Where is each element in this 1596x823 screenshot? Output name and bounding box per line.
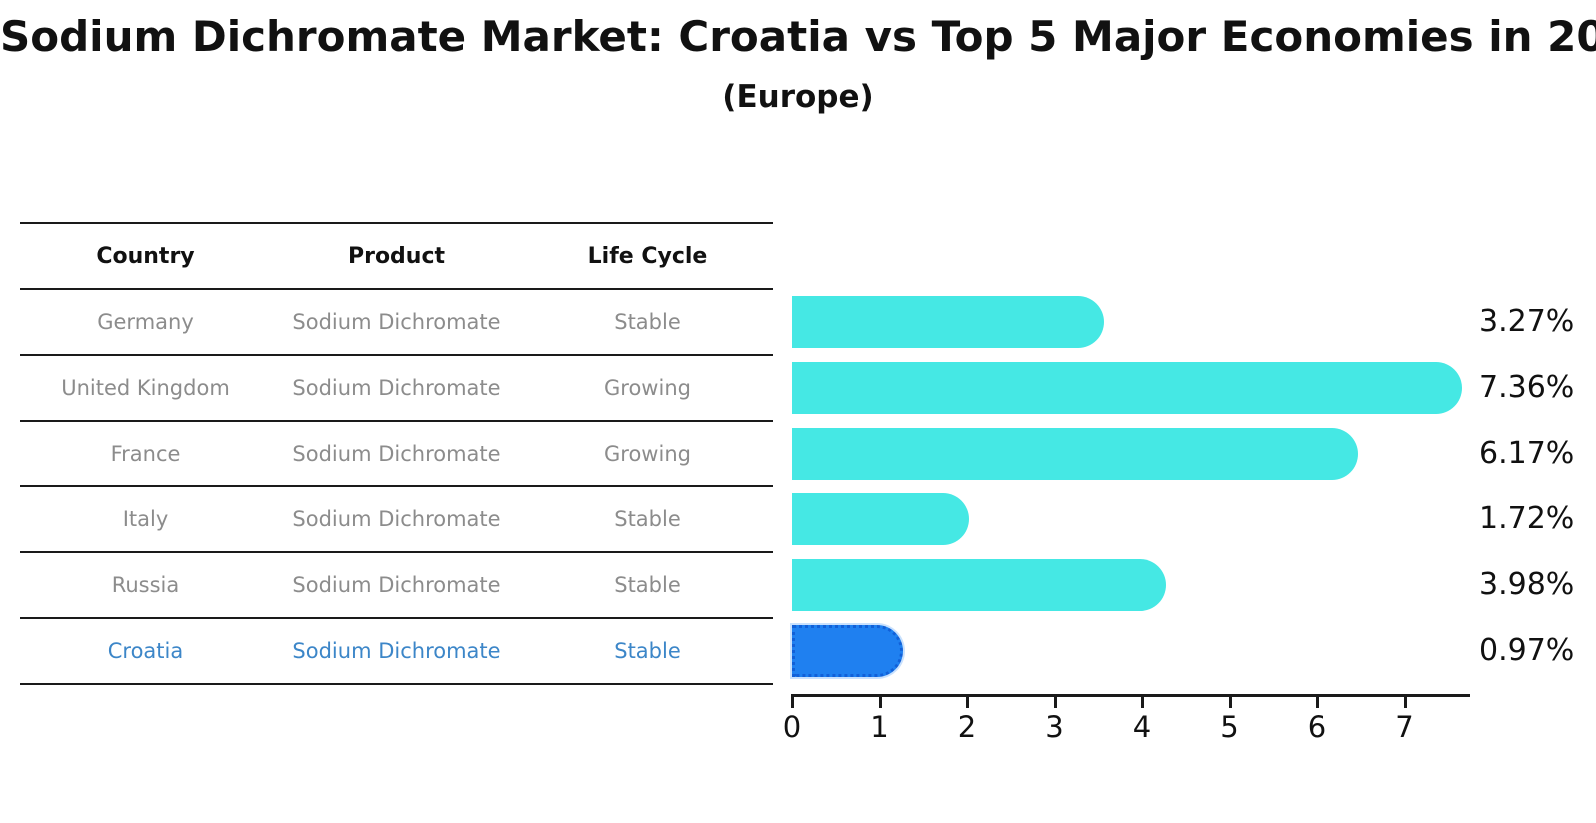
bar-value-label: 3.98% [1479, 567, 1575, 603]
column-header-life-cycle: Life Cycle [587, 243, 708, 269]
x-axis-tick [1403, 697, 1407, 708]
bar-germany [792, 295, 1105, 348]
product-cell: Sodium Dichromate [292, 375, 501, 400]
table-row-rule [20, 353, 773, 356]
x-axis-tick [791, 697, 794, 708]
comparison-table: Country Product Life Cycle Germany Sodium Di… [20, 222, 773, 685]
bar-italy [792, 493, 969, 546]
x-axis-tick-label: 7 [1395, 710, 1414, 744]
product-cell: Sodium Dichromate [292, 639, 501, 664]
x-axis-tick-label: 5 [1220, 710, 1239, 744]
table-top-rule [20, 222, 773, 224]
product-cell: Sodium Dichromate [292, 573, 501, 598]
chart-title: Sodium Dichromate Market: Croatia vs Top… [0, 12, 1596, 61]
x-axis-tick [1228, 697, 1232, 708]
life-cycle-cell: Stable [614, 639, 681, 664]
table-row-rule [20, 682, 773, 685]
bar-united-kingdom [792, 361, 1462, 414]
country-cell: Germany [97, 309, 194, 334]
table-header-rule [20, 288, 773, 290]
table-row-rule [20, 551, 773, 554]
product-cell: Sodium Dichromate [292, 507, 501, 532]
table-row: Germany Sodium Dichromate Stable [20, 289, 773, 355]
table-row-rule [20, 419, 773, 422]
table-row: Italy Sodium Dichromate Stable [20, 486, 773, 552]
table-row: United Kingdom Sodium Dichromate Growing [20, 355, 773, 421]
table-row-rule [20, 485, 773, 488]
table-row-rule [20, 617, 773, 620]
x-axis-tick [878, 697, 882, 708]
table-header-row: Country Product Life Cycle [20, 223, 773, 289]
bar-highlight-croatia [792, 625, 903, 678]
x-axis-tick [1316, 697, 1319, 708]
country-cell: France [110, 441, 181, 466]
bar-value-label: 3.27% [1479, 303, 1575, 339]
product-cell: Sodium Dichromate [292, 309, 501, 334]
column-header-product: Product [347, 243, 446, 269]
country-cell: Croatia [107, 639, 184, 664]
life-cycle-cell: Stable [614, 507, 681, 532]
x-axis-tick-label: 3 [1045, 710, 1064, 744]
bar-value-label: 6.17% [1479, 435, 1575, 471]
x-axis-tick-label: 2 [957, 710, 977, 744]
country-cell: Russia [111, 573, 180, 598]
bar-value-label: 7.36% [1479, 369, 1575, 405]
country-cell: Italy [122, 507, 169, 532]
country-cell: United Kingdom [61, 375, 230, 400]
x-axis-tick [1053, 697, 1057, 708]
x-axis-tick [1141, 697, 1144, 708]
x-axis-tick [966, 697, 969, 708]
table-row: Russia Sodium Dichromate Stable [20, 552, 773, 618]
table-row: France Sodium Dichromate Growing [20, 421, 773, 487]
life-cycle-cell: Stable [614, 309, 681, 334]
bar-value-label: 0.97% [1479, 633, 1575, 669]
bar-value-label: 1.72% [1479, 501, 1575, 537]
x-axis-tick-label: 0 [782, 710, 802, 744]
bar-russia [792, 559, 1167, 612]
column-header-country: Country [96, 243, 195, 269]
life-cycle-cell: Stable [614, 573, 681, 598]
life-cycle-cell: Growing [604, 441, 691, 466]
bar-france [792, 427, 1358, 480]
x-axis-tick-label: 1 [870, 710, 889, 744]
life-cycle-cell: Growing [604, 375, 691, 400]
table-row: Croatia Sodium Dichromate Stable [20, 618, 773, 684]
product-cell: Sodium Dichromate [292, 441, 501, 466]
x-axis-tick-label: 6 [1307, 710, 1327, 744]
x-axis-line [791, 694, 1470, 697]
chart-subtitle: (Europe) [722, 79, 874, 115]
x-axis-tick-label: 4 [1132, 710, 1152, 744]
